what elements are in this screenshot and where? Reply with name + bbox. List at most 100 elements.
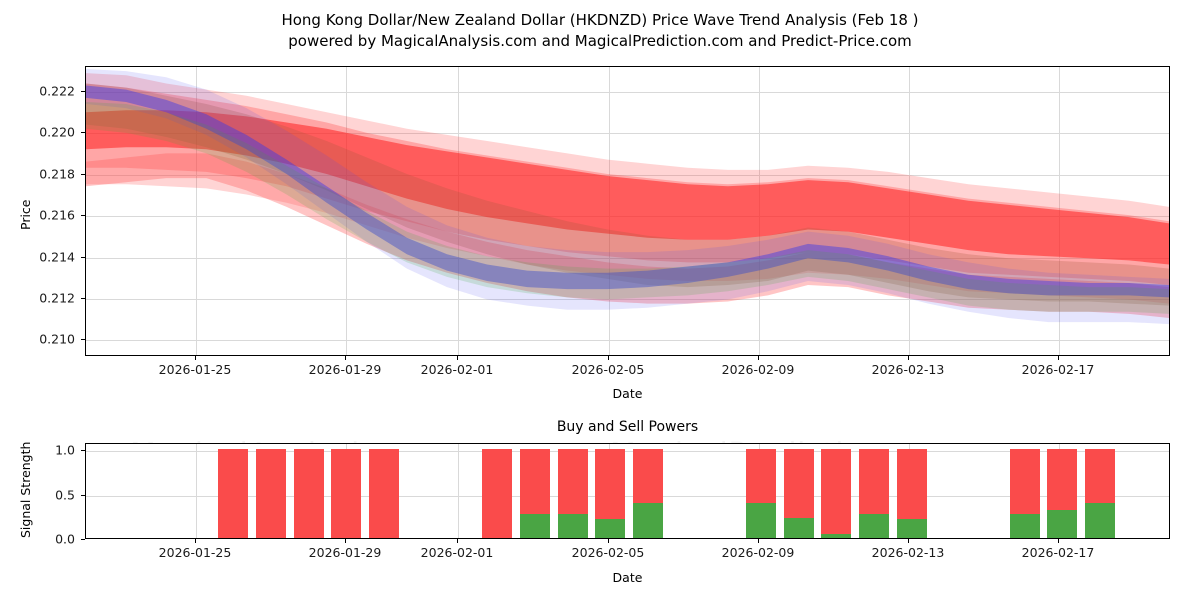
signal-bar[interactable] bbox=[859, 449, 889, 538]
price-y-tick-mark bbox=[81, 90, 85, 92]
chart-title-line-2: powered by MagicalAnalysis.com and Magic… bbox=[288, 32, 912, 50]
buy-power-segment bbox=[558, 514, 588, 538]
price-y-tick: 0.222 bbox=[39, 83, 75, 99]
sell-power-segment bbox=[1047, 449, 1077, 510]
price-x-tick: 2026-01-29 bbox=[308, 362, 382, 377]
sell-power-segment bbox=[633, 449, 663, 504]
sell-power-segment bbox=[746, 449, 776, 504]
buy-power-segment bbox=[1085, 503, 1115, 538]
price-x-tick-mark bbox=[758, 356, 759, 360]
sell-power-segment bbox=[1085, 449, 1115, 504]
signal-bar[interactable] bbox=[633, 449, 663, 538]
signal-bar[interactable] bbox=[331, 449, 361, 538]
sell-power-segment bbox=[331, 449, 361, 538]
gridline-vertical bbox=[458, 444, 459, 538]
sell-power-segment bbox=[595, 449, 625, 520]
signal-bar[interactable] bbox=[595, 449, 625, 538]
gridline-horizontal bbox=[86, 133, 1169, 135]
signal-y-tick-mark bbox=[81, 539, 85, 540]
sell-power-segment bbox=[859, 449, 889, 514]
buy-power-segment bbox=[821, 533, 851, 538]
price-x-tick: 2026-01-25 bbox=[158, 362, 232, 377]
price-x-tick: 2026-02-13 bbox=[871, 362, 945, 377]
signal-bar[interactable] bbox=[784, 449, 814, 538]
price-y-tick-mark bbox=[81, 173, 85, 175]
sell-power-segment bbox=[256, 449, 286, 538]
buy-power-segment bbox=[595, 519, 625, 538]
price-y-tick: 0.212 bbox=[39, 290, 75, 306]
price-y-tick-mark bbox=[81, 298, 85, 299]
signal-x-tick-mark bbox=[1058, 539, 1059, 543]
signal-y-tick: 0.5 bbox=[55, 487, 75, 503]
signal-chart-title: Buy and Sell Powers bbox=[556, 419, 699, 435]
price-y-tick: 0.214 bbox=[39, 249, 75, 265]
signal-bar[interactable] bbox=[1085, 449, 1115, 538]
price-x-tick-mark bbox=[457, 356, 458, 360]
signal-bar[interactable] bbox=[482, 449, 512, 538]
signal-bar[interactable] bbox=[256, 449, 286, 538]
price-x-tick-mark bbox=[908, 356, 909, 360]
signal-bar[interactable] bbox=[520, 449, 550, 538]
price-y-tick-mark bbox=[81, 132, 85, 134]
price-y-tick-mark bbox=[81, 215, 85, 217]
price-x-tick-mark bbox=[1058, 356, 1059, 360]
sell-power-segment bbox=[558, 449, 588, 514]
wave-band-red-lower-tail bbox=[86, 153, 1169, 318]
price-x-tick-mark bbox=[195, 356, 196, 360]
price-y-tick: 0.218 bbox=[39, 166, 75, 182]
gridline-horizontal bbox=[86, 91, 1169, 93]
sell-power-segment bbox=[294, 449, 324, 538]
signal-bar-group bbox=[86, 444, 1169, 538]
price-x-axis-label: Date bbox=[612, 386, 643, 401]
signal-y-tick-mark bbox=[81, 494, 85, 496]
price-y-tick: 0.220 bbox=[39, 124, 75, 140]
gridline-vertical bbox=[196, 67, 197, 355]
buy-power-segment bbox=[1010, 514, 1040, 538]
chart-title-line-1: Hong Kong Dollar/New Zealand Dollar (HKD… bbox=[281, 11, 919, 29]
signal-bar[interactable] bbox=[1010, 449, 1040, 538]
price-x-tick: 2026-02-09 bbox=[721, 362, 795, 377]
signal-x-tick-mark bbox=[457, 539, 458, 543]
gridline-vertical bbox=[346, 67, 347, 355]
signal-bar[interactable] bbox=[1047, 449, 1077, 538]
buy-sell-powers-plot bbox=[85, 443, 1170, 539]
signal-x-axis-label: Date bbox=[612, 570, 643, 585]
buy-power-segment bbox=[897, 519, 927, 538]
signal-x-tick-mark bbox=[908, 539, 909, 543]
buy-power-segment bbox=[633, 503, 663, 538]
sell-power-segment bbox=[218, 449, 248, 538]
buy-power-segment bbox=[520, 514, 550, 538]
wave-band-brown-band bbox=[86, 83, 1169, 306]
buy-power-segment bbox=[859, 514, 889, 538]
buy-power-segment bbox=[746, 503, 776, 538]
wave-band-green-band bbox=[86, 101, 1169, 314]
signal-x-tick: 2026-02-05 bbox=[571, 545, 645, 560]
sell-power-segment bbox=[482, 449, 512, 538]
price-x-tick: 2026-02-01 bbox=[420, 362, 494, 377]
buy-power-segment bbox=[1047, 509, 1077, 538]
signal-bar[interactable] bbox=[897, 449, 927, 538]
signal-bar[interactable] bbox=[746, 449, 776, 538]
gridline-horizontal bbox=[86, 340, 1169, 342]
price-y-tick: 0.210 bbox=[39, 331, 75, 347]
gridline-horizontal bbox=[86, 451, 1169, 453]
price-y-tick-mark bbox=[81, 256, 85, 258]
signal-x-tick-mark bbox=[195, 539, 196, 543]
wave-band-blue-outer bbox=[86, 69, 1169, 325]
wave-band-red-inner bbox=[86, 110, 1169, 265]
signal-bar[interactable] bbox=[369, 449, 399, 538]
price-x-tick: 2026-02-17 bbox=[1021, 362, 1095, 377]
gridline-horizontal bbox=[86, 257, 1169, 259]
signal-bar[interactable] bbox=[218, 449, 248, 538]
signal-bar[interactable] bbox=[294, 449, 324, 538]
signal-y-tick: 1.0 bbox=[55, 442, 75, 458]
chart-title-block: Hong Kong Dollar/New Zealand Dollar (HKD… bbox=[0, 10, 1200, 52]
signal-bar[interactable] bbox=[558, 449, 588, 538]
price-y-tick: 0.216 bbox=[39, 207, 75, 223]
gridline-vertical bbox=[196, 444, 197, 538]
signal-bar[interactable] bbox=[821, 449, 851, 538]
signal-y-tick-mark bbox=[81, 450, 85, 452]
price-wave-bands bbox=[86, 69, 1169, 325]
signal-y-axis-label: Signal Strength bbox=[18, 441, 33, 538]
